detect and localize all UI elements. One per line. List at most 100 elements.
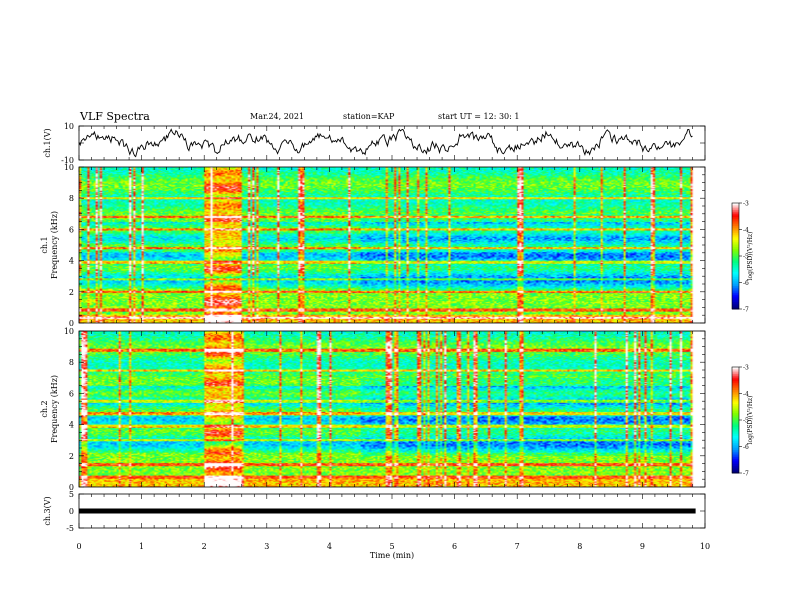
- sp1-colorbar-cell: [732, 222, 739, 225]
- ch3-ytick-label: 0: [69, 507, 74, 516]
- sp1-colorbar-cell: [732, 266, 739, 269]
- sp1-colorbar-cell: [732, 241, 739, 245]
- station-label: station=KAP: [343, 112, 395, 121]
- sp2-colorbar-label: log(PSD)(V²/Hz): [747, 396, 754, 445]
- sp1-colorbar-cell: [732, 294, 739, 298]
- sp1-colorbar-cell: [732, 278, 739, 282]
- sp2-colorbar-cell: [732, 446, 739, 449]
- sp1-colorbar-cell: [732, 254, 739, 257]
- sp2-ytick-label: 10: [64, 327, 74, 336]
- sp2-ytick-label: 0: [69, 483, 74, 492]
- sp2-colorbar-cell: [732, 409, 739, 412]
- sp1-ytick-label: 0: [69, 319, 74, 328]
- sp2-colorbar-cell: [732, 414, 739, 417]
- sp2-colorbar-cell: [732, 418, 739, 421]
- sp1-colorbar-cell: [732, 256, 739, 259]
- sp2-colorbar-cell: [732, 382, 739, 386]
- sp1-ytick-label: 10: [64, 163, 74, 172]
- sp1-colorbar-cell: [732, 291, 739, 294]
- sp1-colorbar-cell: [732, 301, 739, 305]
- x-tick-label: 8: [577, 542, 582, 551]
- sp1-colorbar-cell: [732, 273, 739, 276]
- sp2-colorbar-cell: [732, 384, 739, 387]
- sp2-colorbar-tick-label: -6: [743, 444, 749, 451]
- date-label: Mar.24, 2021: [250, 112, 305, 121]
- sp1-colorbar-cell: [732, 257, 739, 261]
- sp2-colorbar-cell: [732, 430, 739, 433]
- sp2-colorbar-cell: [732, 377, 739, 380]
- sp2-colorbar-cell: [732, 437, 739, 440]
- sp2-colorbar-cell: [732, 457, 739, 460]
- sp1-colorbar-cell: [732, 208, 739, 211]
- ch1-ylabel: ch.1(V): [43, 128, 52, 157]
- sp1-colorbar-cell: [732, 287, 739, 291]
- sp2-ytick-label: 8: [69, 358, 74, 367]
- start-ut-label: start UT = 12: 30: 1: [438, 112, 520, 121]
- sp1-colorbar-cell: [732, 236, 739, 239]
- sp2-colorbar-cell: [732, 444, 739, 447]
- x-tick-label: 0: [76, 542, 81, 551]
- sp1-ytick-label: 4: [69, 257, 74, 266]
- sp2-colorbar-cell: [732, 467, 739, 470]
- sp2-colorbar-cell: [732, 432, 739, 435]
- sp2-colorbar-cell: [732, 379, 739, 382]
- sp1-colorbar-cell: [732, 271, 739, 275]
- ch3-ylabel: ch.3(V): [43, 496, 52, 525]
- sp1-colorbar-cell: [732, 217, 739, 220]
- sp1-colorbar-cell: [732, 245, 739, 248]
- ch3-ytick-label: -5: [66, 524, 74, 533]
- sp1-colorbar-cell: [732, 298, 739, 301]
- sp1-ytick-label: 2: [69, 288, 74, 297]
- sp2-colorbar-cell: [732, 404, 739, 407]
- sp1-ylabel-freq: Frequency (kHz): [50, 211, 59, 279]
- sp2-colorbar-cell: [732, 370, 739, 373]
- sp1-colorbar-cell: [732, 261, 739, 264]
- traces: [78, 128, 696, 514]
- sp2-ytick-label: 6: [69, 389, 74, 398]
- sp2-colorbar-cell: [732, 374, 739, 377]
- x-tick-label: 2: [202, 542, 207, 551]
- sp1-colorbar-cell: [732, 282, 739, 285]
- sp2-colorbar-cell: [732, 441, 739, 444]
- spectrogram-images: [79, 167, 705, 487]
- sp1-colorbar-cell: [732, 240, 739, 243]
- sp1-colorbar-cell: [732, 280, 739, 283]
- sp2-colorbar-cell: [732, 465, 739, 469]
- sp1-colorbar-cell: [732, 305, 739, 308]
- sp1-colorbar-cell: [732, 204, 739, 208]
- sp2-colorbar-cell: [732, 435, 739, 439]
- sp2-colorbar-cell: [732, 434, 739, 437]
- sp1-colorbar-cell: [732, 229, 739, 232]
- sp1-colorbar-cell: [732, 238, 739, 241]
- sp1-colorbar-cell: [732, 227, 739, 230]
- x-tick-label: 4: [327, 542, 332, 551]
- sp2-colorbar-cell: [732, 395, 739, 398]
- sp1-colorbar-cell: [732, 203, 739, 206]
- x-axis-label: Time (min): [370, 551, 414, 560]
- sp2-colorbar-cell: [732, 421, 739, 425]
- sp2-colorbar-cell: [732, 451, 739, 455]
- sp2-colorbar-cell: [732, 439, 739, 442]
- ch1-ytick-label: 10: [64, 122, 74, 131]
- sp2-ytick-label: 4: [69, 421, 74, 430]
- sp2-colorbar-cell: [732, 420, 739, 423]
- x-tick-label: 9: [640, 542, 645, 551]
- sp1-colorbar-cell: [732, 213, 739, 216]
- sp2-colorbar-cell: [732, 397, 739, 400]
- sp2-ylabel-freq: Frequency (kHz): [50, 375, 59, 443]
- sp2-colorbar-cell: [732, 448, 739, 451]
- sp2-colorbar-cell: [732, 425, 739, 428]
- sp1-colorbar-cell: [732, 268, 739, 271]
- sp1-colorbar-cell: [732, 243, 739, 246]
- ch3-ytick-label: 5: [69, 490, 74, 499]
- sp2-colorbar-cell: [732, 381, 739, 384]
- sp1-colorbar-tick-label: -6: [743, 280, 749, 287]
- sp1-colorbar-cell: [732, 220, 739, 223]
- sp2-colorbar-tick-label: -7: [743, 471, 749, 478]
- sp1-colorbar-cell: [732, 270, 739, 273]
- sp2-colorbar-cell: [732, 423, 739, 426]
- sp2-colorbar-cell: [732, 398, 739, 402]
- sp1-colorbar-cell: [732, 225, 739, 229]
- sp2-colorbar-cell: [732, 471, 739, 474]
